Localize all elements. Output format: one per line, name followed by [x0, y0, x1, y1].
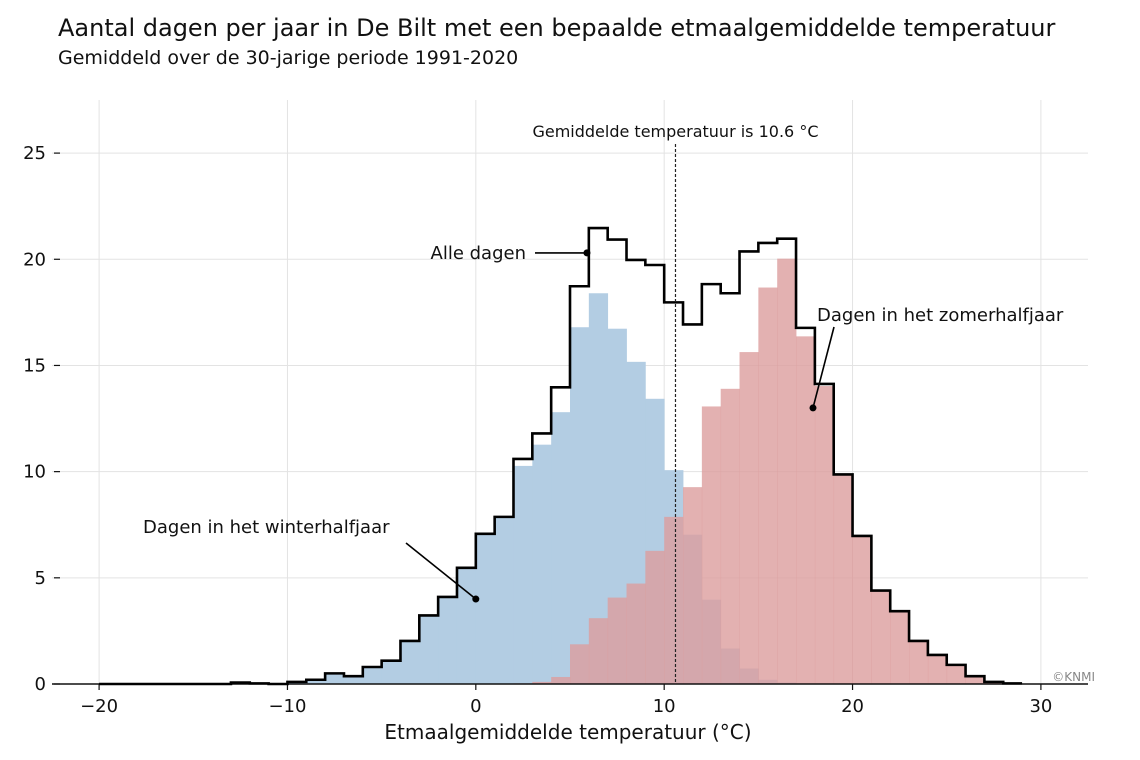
- winter-bar: [381, 660, 401, 684]
- x-tick-label: 30: [1029, 696, 1052, 717]
- annotation-winter-pointer: [405, 542, 477, 600]
- summer-bar: [852, 535, 872, 684]
- summer-bar: [720, 388, 740, 684]
- summer-bar: [909, 640, 929, 684]
- annotation-summer-dot: [809, 404, 817, 412]
- summer-bar: [664, 516, 684, 684]
- chart-title: Aantal dagen per jaar in De Bilt met een…: [58, 14, 1056, 42]
- summer-bar: [871, 590, 891, 684]
- winter-bar: [325, 673, 345, 684]
- chart-subtitle: Gemiddeld over de 30-jarige periode 1991…: [58, 47, 519, 69]
- winter-bar: [607, 328, 627, 684]
- summer-bar: [833, 475, 853, 684]
- summer-bar: [890, 611, 910, 684]
- summer-bar: [701, 406, 722, 684]
- winter-bar: [570, 327, 590, 684]
- axis-ticks: −20 −10 0 10 20 30 0 5 10 15 20 25: [23, 143, 1052, 717]
- summer-bar: [946, 664, 966, 684]
- annotation-winter-dot: [472, 595, 480, 603]
- summer-bar: [570, 644, 590, 684]
- summer-bar: [965, 676, 985, 684]
- y-tick-label: 0: [35, 674, 46, 695]
- summer-bar: [607, 597, 627, 684]
- x-tick-label: 0: [470, 696, 481, 717]
- y-tick-label: 20: [23, 249, 46, 270]
- x-tick-label: 20: [841, 696, 864, 717]
- winter-bar: [494, 516, 514, 684]
- winter-bar: [438, 596, 458, 684]
- summer-bar: [532, 681, 552, 684]
- annotation-all-days: Alle dagen: [431, 243, 526, 264]
- summer-bar: [927, 654, 948, 684]
- winter-bar: [362, 667, 383, 684]
- winter-bar: [400, 640, 420, 684]
- winter-bar: [456, 567, 477, 684]
- annotation-summer-half-year: Dagen in het zomerhalfjaar: [817, 305, 1064, 326]
- all-days-step-line: [99, 226, 1023, 686]
- y-tick-label: 25: [23, 143, 46, 164]
- summer-bar: [814, 386, 835, 684]
- summer-bar: [758, 287, 778, 684]
- winter-bar: [343, 676, 364, 684]
- y-tick-label: 10: [23, 462, 46, 483]
- x-tick-label: −10: [268, 696, 306, 717]
- summer-bar: [739, 352, 759, 684]
- annotation-summer-pointer: [812, 326, 835, 409]
- y-tick-label: 15: [23, 355, 46, 376]
- summer-bar: [588, 618, 609, 684]
- y-tick-label: 5: [35, 568, 46, 589]
- winter-bar: [475, 533, 496, 684]
- x-tick-label: 10: [653, 696, 676, 717]
- summer-bar: [796, 336, 816, 684]
- summer-bars: [513, 258, 1023, 684]
- winter-bar: [513, 465, 533, 684]
- summer-bar: [645, 550, 665, 684]
- summer-bar: [683, 487, 703, 684]
- summer-bar: [626, 583, 646, 684]
- winter-bar: [419, 615, 439, 684]
- x-axis-label: Etmaalgemiddelde temperatuur (°C): [384, 720, 751, 744]
- winter-bar: [551, 412, 571, 684]
- winter-bar: [532, 444, 552, 684]
- knmi-credit: ©KNMI: [1052, 670, 1095, 684]
- winter-bar: [588, 293, 609, 684]
- summer-bar: [777, 258, 797, 684]
- summer-bar: [551, 676, 571, 684]
- mean-temperature-label: Gemiddelde temperatuur is 10.6 °C: [532, 122, 818, 141]
- winter-bar: [306, 679, 326, 684]
- x-tick-label: −20: [80, 696, 118, 717]
- annotation-winter-half-year: Dagen in het winterhalfjaar: [143, 517, 390, 538]
- annotation-all-days-dot: [583, 249, 591, 257]
